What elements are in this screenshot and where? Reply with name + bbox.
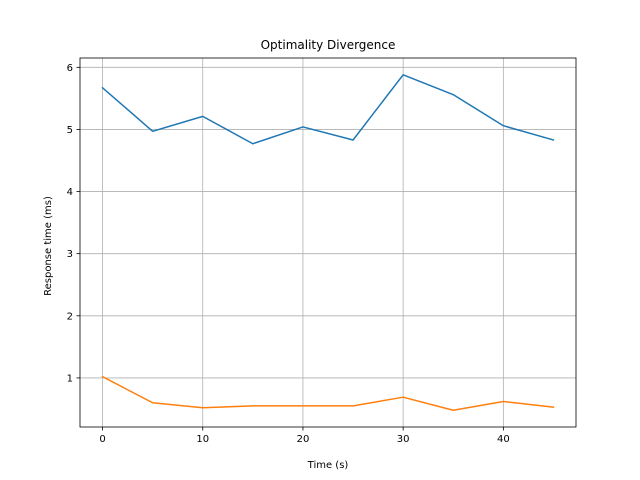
grid xyxy=(80,58,576,427)
x-tick-label: 30 xyxy=(397,434,410,445)
y-tick-label: 6 xyxy=(67,63,73,74)
x-tick-label: 20 xyxy=(297,434,310,445)
y-axis-label: Response time (ms) xyxy=(43,196,54,296)
y-tick-label: 5 xyxy=(67,125,73,136)
x-tick-label: 40 xyxy=(497,434,510,445)
series-lines xyxy=(101,74,555,411)
x-axis-label: Time (s) xyxy=(307,460,349,471)
y-tick-label: 4 xyxy=(67,187,73,198)
series-line-2 xyxy=(101,375,555,411)
x-tick-label: 0 xyxy=(99,434,105,445)
chart-title: Optimality Divergence xyxy=(261,38,396,52)
x-tick-label: 10 xyxy=(196,434,209,445)
y-tick-label: 2 xyxy=(67,311,73,322)
plot-frame xyxy=(79,57,577,428)
y-tick-label: 3 xyxy=(67,249,73,260)
axis-ticks: 0 10 20 30 40 1 2 3 4 5 6 xyxy=(67,63,510,445)
series-line-1 xyxy=(101,74,555,145)
y-tick-label: 1 xyxy=(67,373,73,384)
